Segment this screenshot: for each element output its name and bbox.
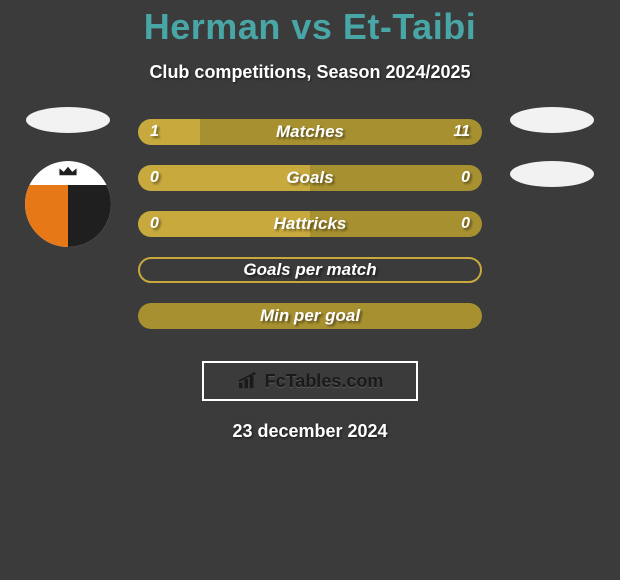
left-player-logos: [18, 107, 118, 247]
stat-bar-matches: 111Matches: [138, 119, 482, 145]
bar-label: Hattricks: [138, 211, 482, 237]
attribution-text: FcTables.com: [265, 371, 384, 392]
right-player-logos: [502, 107, 602, 215]
bar-label: Min per goal: [138, 303, 482, 329]
stat-bar-goals: 00Goals: [138, 165, 482, 191]
bar-label: Goals per match: [140, 259, 480, 281]
stat-bars: 111Matches 00Goals 00Hattricks Goals per ma…: [138, 119, 482, 349]
chart-icon: [237, 372, 259, 390]
attribution-box: FcTables.com: [202, 361, 418, 401]
bar-label: Goals: [138, 165, 482, 191]
crown-icon: [57, 165, 79, 177]
comparison-chart: 111Matches 00Goals 00Hattricks Goals per ma…: [0, 119, 620, 349]
subtitle: Club competitions, Season 2024/2025: [0, 62, 620, 83]
bar-label: Matches: [138, 119, 482, 145]
shield-left-half: [25, 185, 68, 247]
left-club-badge: [25, 161, 111, 247]
date-label: 23 december 2024: [0, 421, 620, 442]
stat-bar-hattricks: 00Hattricks: [138, 211, 482, 237]
stat-bar-min-per-goal: Min per goal: [138, 303, 482, 329]
stat-bar-goals-per-match: Goals per match: [138, 257, 482, 283]
right-logo-placeholder-2: [510, 161, 594, 187]
shield-right-half: [68, 185, 111, 247]
page-title: Herman vs Et-Taibi: [0, 0, 620, 48]
left-logo-placeholder: [26, 107, 110, 133]
right-logo-placeholder-1: [510, 107, 594, 133]
